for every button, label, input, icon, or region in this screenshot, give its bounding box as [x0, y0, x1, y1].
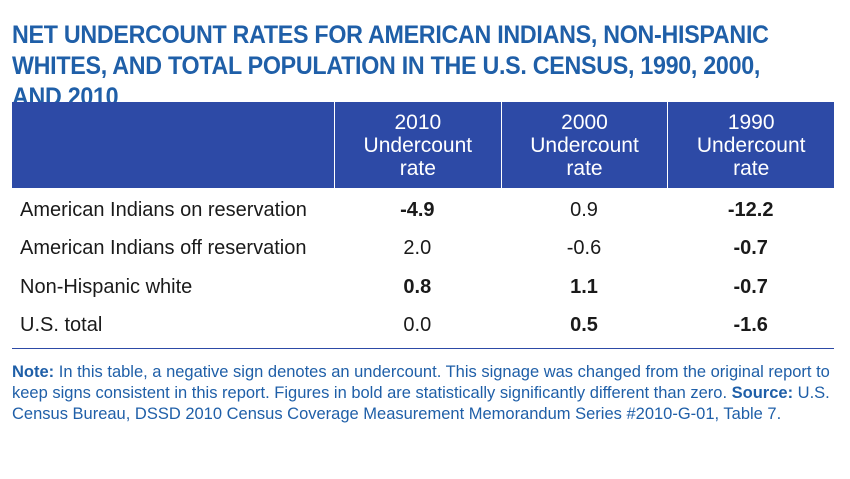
- note-label: Note:: [12, 363, 55, 381]
- table-note: Note: In this table, a negative sign den…: [12, 362, 838, 425]
- header-year: 1990: [727, 110, 775, 134]
- value-cell: 0.9: [570, 198, 598, 221]
- value-cell: -4.9: [400, 198, 435, 221]
- table-row: U.S. total 0.0 0.5 -1.6: [12, 307, 834, 346]
- table-row: American Indians on reservation -4.9 0.9 -1…: [12, 191, 834, 230]
- row-label: U.S. total: [20, 314, 103, 337]
- table-header: 2010 Undercount rate 2000 Undercount rat…: [12, 102, 834, 188]
- value-cell: -0.7: [733, 275, 768, 298]
- header-unit: rate: [566, 156, 603, 180]
- value-cell: -0.6: [566, 237, 602, 260]
- title-line-2: WHITES, AND TOTAL POPULATION IN THE U.S.…: [12, 52, 761, 111]
- table-row: American Indians off reservation 2.0 -0.6 -…: [12, 230, 834, 269]
- header-year: 2010: [394, 110, 442, 134]
- value-cell: -0.7: [733, 237, 768, 260]
- header-label: Undercount: [696, 133, 806, 157]
- note-text: In this table, a negative sign denotes a…: [12, 363, 830, 402]
- value-cell: 1.1: [570, 275, 598, 298]
- row-label: American Indians on reservation: [20, 198, 307, 221]
- header-label: Undercount: [530, 133, 639, 157]
- header-year: 2000: [561, 110, 608, 134]
- header-blank-cell: [12, 102, 335, 188]
- source-label: Source:: [731, 384, 794, 402]
- value-cell: 0.5: [570, 314, 598, 337]
- table-bottom-rule: [12, 348, 834, 349]
- header-unit: rate: [733, 156, 770, 180]
- header-unit: rate: [399, 156, 436, 180]
- row-label: American Indians off reservation: [20, 237, 307, 260]
- value-cell: 2.0: [403, 237, 432, 260]
- table-row: Non-Hispanic white 0.8 1.1 -0.7: [12, 268, 834, 307]
- table-title: NET UNDERCOUNT RATES FOR AMERICAN INDIAN…: [12, 20, 784, 113]
- header-1990: 1990 Undercount rate: [667, 102, 834, 188]
- source-text: U.S. Census Bureau, DSSD 2010 Census Cov…: [12, 384, 830, 423]
- header-label: Undercount: [363, 133, 473, 157]
- value-cell: 0.8: [403, 275, 432, 298]
- header-2010: 2010 Undercount rate: [335, 102, 501, 188]
- value-cell: -12.2: [727, 198, 774, 221]
- undercount-table: 2010 Undercount rate 2000 Undercount rat…: [12, 102, 834, 349]
- value-cell: -1.6: [733, 314, 768, 337]
- header-2000: 2000 Undercount rate: [500, 102, 668, 188]
- table-body: American Indians on reservation -4.9 0.9 -1…: [12, 188, 834, 345]
- value-cell: 0.0: [403, 314, 432, 337]
- title-line-1: NET UNDERCOUNT RATES FOR AMERICAN INDIAN…: [12, 21, 769, 49]
- row-label: Non-Hispanic white: [20, 275, 193, 298]
